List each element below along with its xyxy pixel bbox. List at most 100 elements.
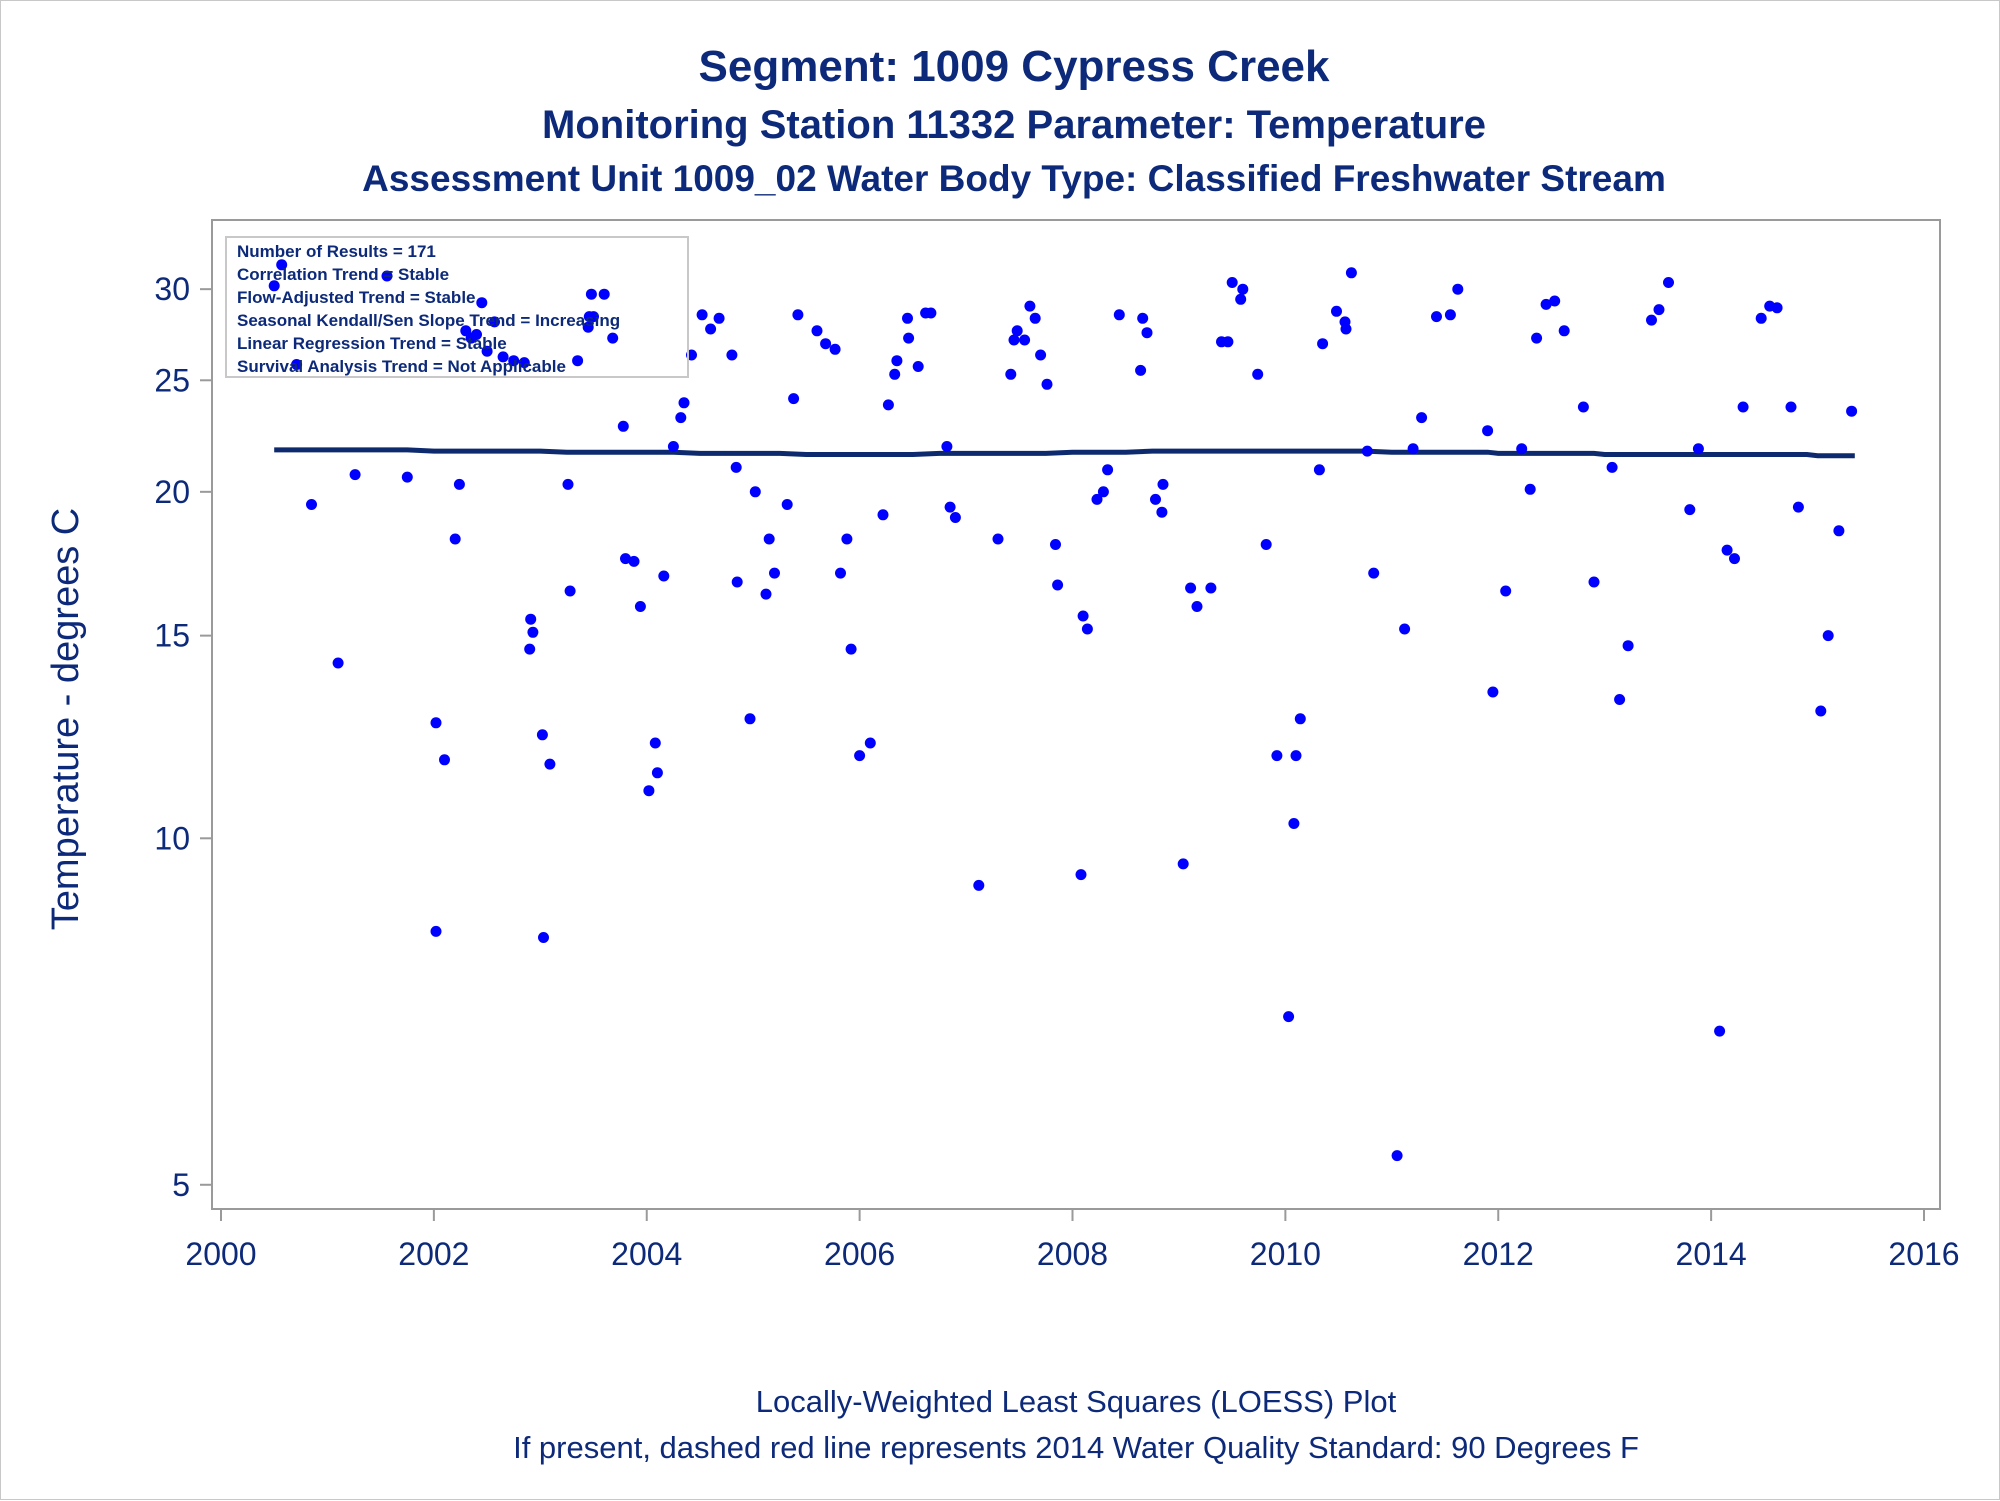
data-point [332,657,344,669]
data-point [1340,323,1352,335]
data-point [1235,293,1247,305]
data-point [476,297,488,309]
y-tick-label: 25 [154,362,190,398]
data-point [381,270,393,282]
data-point [1290,750,1302,762]
data-point [598,288,610,300]
data-point [1771,302,1783,314]
data-point [1822,630,1834,642]
x-tick-label: 2016 [1888,1236,1959,1272]
data-point [1075,869,1087,881]
data-point [1252,368,1264,380]
y-tick-label: 15 [154,618,190,654]
data-point [1391,1150,1403,1162]
data-point [1785,401,1797,413]
y-tick-label: 30 [154,271,190,307]
data-point [1737,401,1749,413]
stats-box-border [225,236,689,378]
data-point [481,345,493,357]
data-point [1399,623,1411,635]
data-point [925,307,937,319]
data-point [713,312,725,324]
data-point [453,478,465,490]
data-point [1024,300,1036,312]
data-point [489,316,500,328]
data-point [1692,443,1704,455]
data-point [562,478,574,490]
data-point [1205,582,1217,594]
data-point [1500,585,1512,597]
data-point [1721,544,1733,556]
data-point [1313,464,1325,476]
data-point [564,585,576,597]
data-point [1191,601,1203,612]
chart-subtitle-2: Assessment Unit 1009_02 Water Body Type:… [362,158,1666,199]
data-point [1177,858,1189,870]
data-point [1846,405,1858,417]
data-point [829,343,841,355]
data-point [1815,705,1827,717]
data-point [525,613,537,625]
data-point [949,512,961,523]
data-point [268,280,280,292]
data-point [1345,267,1357,279]
data-point [1137,312,1149,324]
stat-line: Survival Analysis Trend = Not Applicable [237,357,566,376]
data-point [1005,368,1017,380]
data-point [658,570,670,582]
data-point [941,441,953,452]
data-point [763,533,775,545]
footnote-2: If present, dashed red line represents 2… [513,1430,1639,1465]
data-point [1271,750,1283,762]
stat-line: Seasonal Kendall/Sen Slope Trend = Incre… [237,311,620,330]
data-point [1646,314,1657,326]
data-point [1052,579,1064,591]
x-tick-label: 2004 [611,1236,682,1272]
loess-line-group [274,447,1855,459]
stat-line: Correlation Trend = Stable [237,265,449,284]
data-point [769,567,780,579]
data-point [1331,305,1342,317]
data-point [1577,401,1589,413]
data-point [527,626,539,638]
data-point [1029,312,1041,324]
data-point [1558,325,1570,337]
data-point [1653,304,1665,316]
data-point [1135,364,1147,376]
data-point [1050,539,1061,550]
stats-box: Number of Results = 171 Correlation Tren… [225,236,689,378]
data-point [845,643,857,655]
data-point [1150,493,1161,505]
x-tick-label: 2012 [1463,1236,1534,1272]
footnote-1: Locally-Weighted Least Squares (LOESS) P… [756,1384,1397,1419]
data-point [1226,277,1238,288]
data-point [643,785,655,797]
data-point [649,737,661,749]
x-tick-label: 2006 [824,1236,895,1272]
data-point [889,368,901,380]
data-point [572,355,584,367]
data-point [1531,332,1543,344]
data-point [585,288,597,300]
data-point [1081,623,1093,635]
data-point [675,412,687,424]
data-point [1041,378,1053,390]
data-point [1606,461,1618,473]
data-point [401,471,413,483]
data-point [1431,311,1442,323]
data-point [1684,504,1696,516]
data-point [705,323,717,335]
data-point [973,879,985,891]
data-point [1091,493,1103,505]
data-point [471,329,482,340]
data-point [628,555,640,567]
data-point [944,501,956,513]
data-point [1549,295,1561,307]
data-point [902,312,913,324]
data-point [1113,309,1125,321]
data-point [864,737,876,749]
data-point [544,758,556,770]
data-point [1833,525,1845,537]
data-point [1011,325,1023,337]
data-point [877,509,889,521]
